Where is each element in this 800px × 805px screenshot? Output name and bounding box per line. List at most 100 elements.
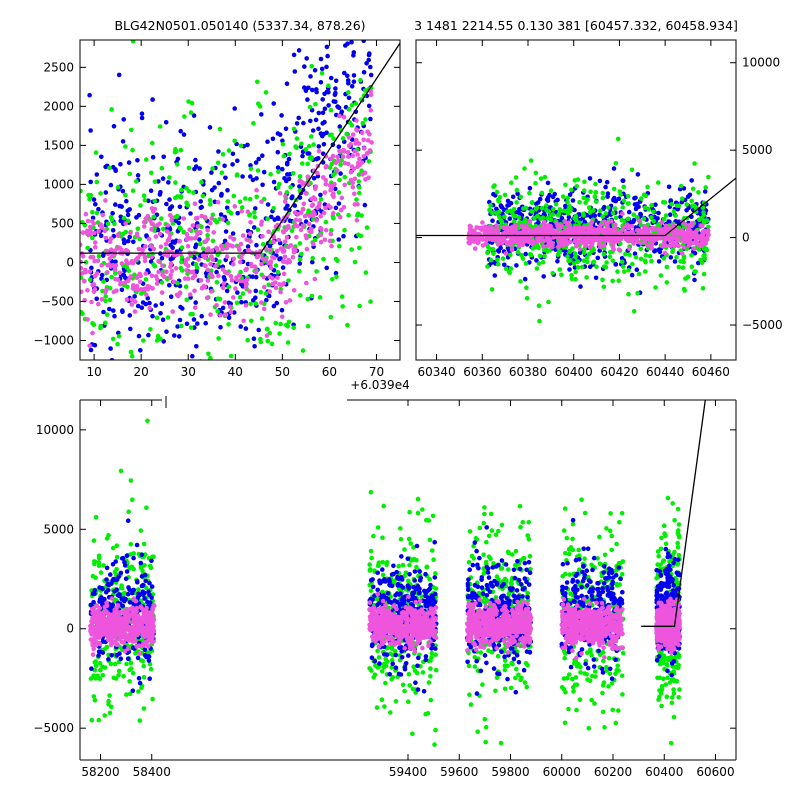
point-blue: [366, 58, 371, 63]
point-green: [662, 531, 667, 536]
point-magenta: [238, 260, 243, 265]
point-blue: [248, 174, 253, 179]
point-green: [582, 188, 587, 193]
point-green: [220, 170, 225, 175]
point-green: [608, 511, 613, 516]
point-blue: [323, 107, 328, 112]
point-green: [660, 684, 665, 689]
point-green: [516, 250, 521, 255]
point-green: [215, 381, 220, 386]
point-green: [434, 668, 439, 673]
point-green: [646, 207, 651, 212]
point-magenta: [183, 258, 188, 263]
point-green: [343, 175, 348, 180]
point-magenta: [357, 157, 362, 162]
point-blue: [92, 197, 97, 202]
point-blue: [657, 259, 662, 264]
point-blue: [311, 128, 316, 133]
point-green: [582, 556, 587, 561]
point-blue: [317, 144, 322, 149]
point-magenta: [504, 251, 509, 256]
point-green: [229, 354, 234, 359]
point-blue: [135, 158, 140, 163]
point-green: [139, 528, 144, 533]
point-green: [584, 275, 589, 280]
point-magenta: [361, 137, 366, 142]
point-blue: [176, 221, 181, 226]
point-green: [670, 501, 675, 506]
point-green: [108, 298, 113, 303]
point-green: [385, 560, 390, 565]
point-blue: [567, 267, 572, 272]
y-tick-label: 0: [66, 255, 74, 269]
point-blue: [310, 260, 315, 265]
point-green: [90, 321, 95, 326]
point-blue: [151, 155, 156, 160]
point-blue: [185, 394, 190, 399]
point-green: [431, 557, 436, 562]
point-green: [566, 207, 571, 212]
point-magenta: [524, 224, 529, 229]
point-magenta: [169, 218, 174, 223]
point-magenta: [524, 236, 529, 241]
point-blue: [283, 206, 288, 211]
point-blue: [128, 327, 133, 332]
point-green: [665, 663, 670, 668]
point-green: [358, 78, 363, 83]
point-green: [98, 324, 103, 329]
point-green: [375, 705, 380, 710]
point-blue: [235, 159, 240, 164]
point-green: [491, 252, 496, 257]
point-blue: [285, 161, 290, 166]
point-magenta: [357, 141, 362, 146]
point-magenta: [654, 236, 659, 241]
point-blue: [296, 116, 301, 121]
point-green: [414, 558, 419, 563]
point-blue: [158, 311, 163, 316]
point-blue: [140, 111, 145, 116]
point-blue: [192, 167, 197, 172]
point-green: [364, 270, 369, 275]
point-green: [706, 175, 711, 180]
point-blue: [216, 149, 221, 154]
point-magenta: [158, 232, 163, 237]
point-magenta: [165, 229, 170, 234]
point-magenta: [187, 227, 192, 232]
point-green: [579, 497, 584, 502]
point-green: [621, 264, 626, 269]
point-green: [530, 209, 535, 214]
point-blue: [182, 132, 187, 137]
point-green: [253, 215, 258, 220]
point-blue: [287, 177, 292, 182]
point-green: [626, 201, 631, 206]
point-magenta: [674, 243, 679, 248]
point-green: [347, 107, 352, 112]
point-green: [606, 205, 611, 210]
point-green: [587, 726, 592, 731]
point-magenta: [335, 168, 340, 173]
point-green: [615, 664, 620, 669]
point-green: [129, 478, 134, 483]
point-magenta: [318, 214, 323, 219]
point-blue: [120, 308, 125, 313]
point-green: [593, 182, 598, 187]
y-tick-label: 0: [742, 231, 750, 245]
point-green: [433, 652, 438, 657]
point-magenta: [199, 214, 204, 219]
point-blue: [185, 322, 190, 327]
point-green: [274, 263, 279, 268]
point-green: [510, 662, 515, 667]
point-magenta: [131, 286, 136, 291]
point-green: [575, 260, 580, 265]
point-magenta: [341, 154, 346, 159]
point-green: [184, 186, 189, 191]
point-green: [189, 110, 194, 115]
point-green: [691, 187, 696, 192]
point-green: [483, 740, 488, 745]
point-magenta: [528, 219, 533, 224]
point-green: [614, 216, 619, 221]
point-green: [570, 246, 575, 251]
y-tick-label: 5000: [742, 143, 773, 157]
point-blue: [578, 284, 583, 289]
point-magenta: [103, 290, 108, 295]
